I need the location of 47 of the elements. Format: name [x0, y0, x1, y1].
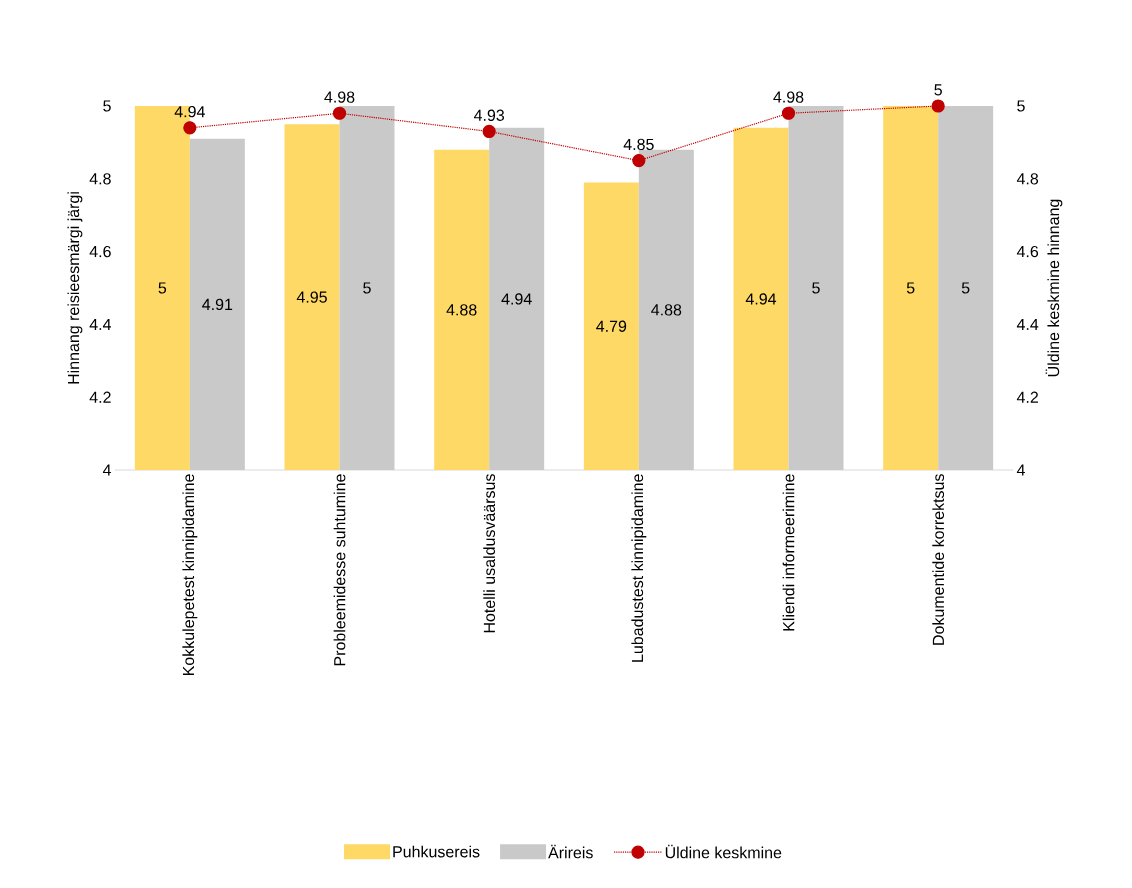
point	[183, 121, 197, 135]
data-label: 4.98	[773, 91, 804, 103]
legend-label: Ärireis	[548, 844, 593, 859]
x-tick-label: Lubadustest kinnipidamine	[631, 474, 647, 662]
y-tick-label: 4.4	[89, 318, 111, 330]
x-tick-label: Kliendi informeerimine	[782, 474, 795, 631]
y-tick-label: 4.6	[89, 245, 111, 258]
y2-tick-label: 4.2	[1016, 391, 1038, 403]
y-tick-label: 4.2	[89, 391, 111, 403]
x-tick-label: Hotelli usaldusväärsus	[483, 474, 496, 633]
point	[931, 99, 945, 113]
data-label: 5	[961, 282, 970, 294]
y2-tick-label: 5	[1017, 100, 1025, 112]
data-label: 4.94	[174, 105, 205, 118]
data-label: 4.94	[745, 293, 777, 305]
y2-axis-title: Üldine keskmine hinnang	[1045, 199, 1063, 377]
data-label: 4.93	[473, 109, 505, 121]
point	[332, 106, 347, 120]
data-label: 5	[906, 282, 915, 294]
x-tick-label: Kokkulepetest kinnipidamine	[182, 474, 198, 675]
y-tick-label: 4	[102, 464, 111, 476]
data-label: 5	[934, 84, 942, 96]
data-label: 5	[812, 282, 820, 294]
point	[482, 124, 496, 139]
data-label: 5	[363, 282, 371, 294]
data-label: 4.95	[296, 291, 327, 303]
y-tick-label: 4.8	[89, 173, 111, 185]
data-label: 4.79	[596, 320, 627, 332]
data-label: 4.94	[501, 293, 532, 305]
data-label: 4.91	[202, 298, 233, 311]
y2-tick-label: 4.6	[1016, 245, 1039, 258]
y2-tick-label: 4.4	[1016, 318, 1039, 330]
y-tick-label: 5	[103, 100, 111, 112]
point	[632, 153, 646, 168]
data-label: 4.88	[446, 304, 477, 316]
x-tick-label: Dokumentide korrektsus	[932, 474, 945, 645]
data-label: 4.88	[651, 304, 682, 316]
data-label: 4.98	[324, 91, 355, 103]
data-label: 4.85	[623, 138, 654, 151]
y2-tick-label: 4	[1016, 464, 1025, 476]
legend-label: Puhkusereis	[393, 845, 480, 858]
x-tick-label: Probleemidesse suhtumine	[333, 474, 346, 666]
y2-tick-label: 4.8	[1016, 173, 1039, 185]
data-label: 5	[158, 282, 167, 294]
y-axis-title: Hinnang reisieesmärgi järgi	[67, 192, 83, 384]
legend-label: Üldine keskmine	[665, 844, 782, 859]
point	[781, 106, 796, 120]
